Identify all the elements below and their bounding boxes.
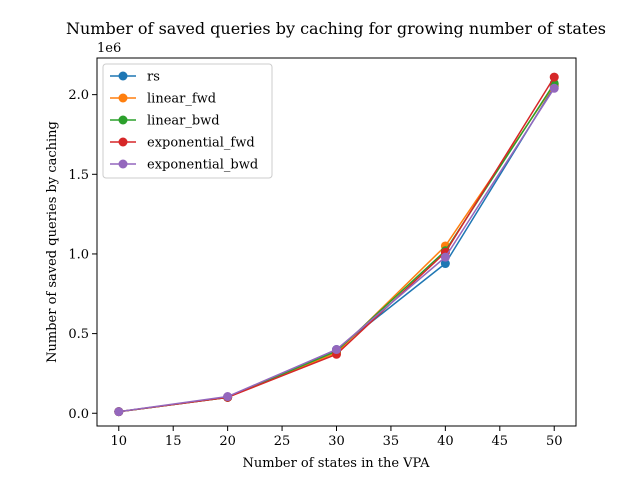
y-offset-label: 1e6 xyxy=(97,41,121,56)
legend: rs linear_fwd linear_bwd exponential_fwdexp… xyxy=(102,63,273,179)
x-axis-label: Number of states in the VPA xyxy=(243,456,431,471)
legend-marker xyxy=(118,115,128,125)
y-tick-label: 2.0 xyxy=(68,88,89,103)
legend-entry: exponential_bwd xyxy=(110,158,258,173)
data-point xyxy=(332,345,341,355)
legend-label: rs xyxy=(147,70,160,85)
y-tick-label: 0.5 xyxy=(68,327,89,342)
legend-label: linear_fwd xyxy=(147,92,216,107)
data-point xyxy=(114,407,124,417)
series-exponential-bwd xyxy=(114,83,559,417)
data-point xyxy=(440,252,450,262)
x-tick-label: 15 xyxy=(165,434,182,449)
x-tick-label: 30 xyxy=(328,434,345,449)
legend-label: exponential_bwd xyxy=(147,158,258,173)
y-tick-label: 1.0 xyxy=(68,247,89,262)
series-group xyxy=(114,72,559,417)
data-point xyxy=(549,83,559,93)
legend-marker xyxy=(118,137,128,147)
chart-title: Number of saved queries by caching for g… xyxy=(66,19,606,38)
data-point xyxy=(549,72,559,82)
y-tick-label: 0.0 xyxy=(68,407,89,422)
x-tick-label: 10 xyxy=(110,434,127,449)
x-tick-label: 20 xyxy=(219,434,236,449)
legend-marker xyxy=(118,159,128,169)
legend-marker xyxy=(118,71,128,81)
y-tick-label: 1.5 xyxy=(68,168,89,183)
data-point xyxy=(223,392,233,402)
x-tick-label: 35 xyxy=(383,434,400,449)
legend-entry: linear_bwd xyxy=(110,114,220,129)
legend-entry: rs xyxy=(110,70,160,85)
legend-marker xyxy=(118,93,128,103)
data-point xyxy=(440,259,450,269)
legend-entry: linear_fwd xyxy=(110,92,216,107)
x-tick-label: 45 xyxy=(492,434,509,449)
legend-label: linear_bwd xyxy=(147,114,220,129)
legend-entry: exponential_fwd xyxy=(110,136,255,151)
x-tick-label: 25 xyxy=(274,434,291,449)
y-axis: 0.0 0.5 1.0 1.5 2.0 xyxy=(68,88,97,422)
x-tick-label: 50 xyxy=(546,434,563,449)
x-axis: 10 15 20 25 30 35 40 45 50 xyxy=(110,426,563,449)
x-tick-label: 40 xyxy=(437,434,454,449)
legend-box xyxy=(102,63,273,179)
y-axis-label: Number of saved queries by caching xyxy=(45,121,60,363)
legend-label: exponential_fwd xyxy=(147,136,255,151)
